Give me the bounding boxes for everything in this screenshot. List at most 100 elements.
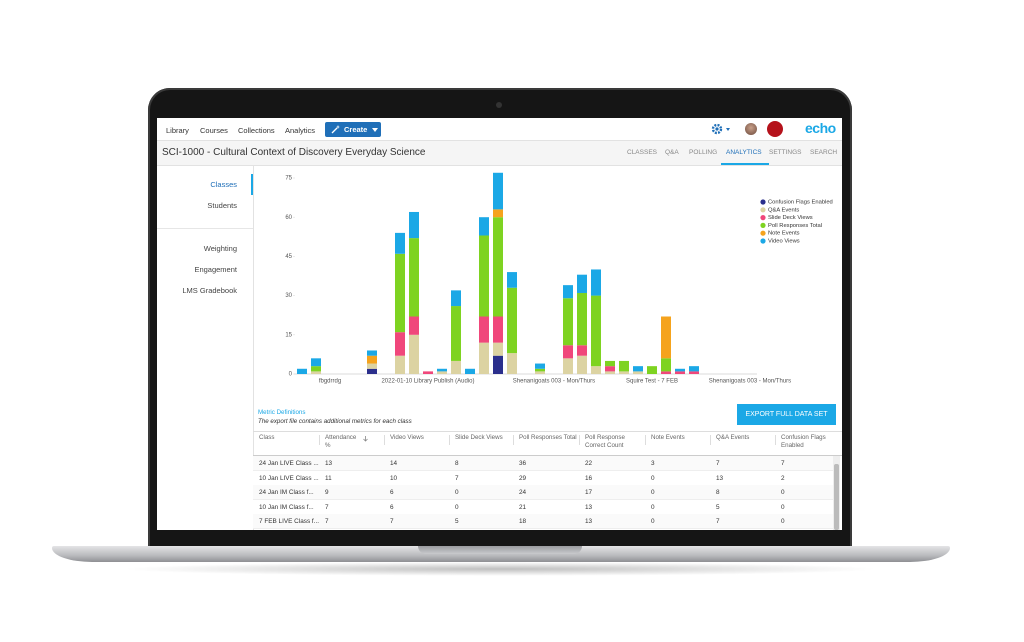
sidebar-active-bar (251, 174, 253, 195)
table-cell: 0 (651, 489, 655, 496)
caret (372, 128, 378, 132)
table-cell: 7 FEB LIVE Class f... (259, 518, 320, 525)
table-cell: 14 (390, 460, 398, 467)
column-header[interactable]: Poll Response Correct Count (585, 434, 625, 449)
column-header[interactable]: Slide Deck Views (455, 434, 503, 441)
column-divider (645, 435, 646, 445)
create-button[interactable]: Create (325, 122, 381, 137)
table-cell: 16 (585, 474, 593, 482)
table-cell: 21 (519, 503, 527, 511)
table-cell: 0 (781, 503, 785, 511)
nav-link[interactable]: Analytics (285, 126, 316, 135)
column-divider (319, 435, 320, 445)
tab[interactable]: POLLING (689, 149, 718, 156)
column-divider (384, 435, 385, 445)
active-tab-underline (721, 163, 769, 165)
laptop-base (52, 546, 950, 562)
settings-icon[interactable] (711, 123, 733, 135)
table-row[interactable] (253, 514, 833, 529)
avatar[interactable] (745, 123, 757, 135)
tab[interactable]: CLASSES (627, 149, 657, 156)
nav-bar: Create echo Library Courses Collections Ana… (157, 118, 842, 141)
table-cell: 13 (585, 503, 593, 511)
sidebar-item[interactable]: Engagement (194, 265, 237, 274)
table-cell: 29 (519, 474, 527, 482)
column-header[interactable]: Class (259, 434, 275, 441)
column-divider (579, 435, 580, 445)
table-cell: 7 (455, 474, 459, 482)
table-cell: 0 (651, 518, 655, 525)
table-cell: 5 (455, 518, 459, 525)
column-header[interactable]: Poll Responses Total (519, 434, 577, 441)
table-cell: 3 (651, 460, 655, 467)
tab[interactable]: ANALYTICS (726, 149, 762, 156)
table-cell: 9 (325, 489, 329, 496)
table-cell: 11 (325, 474, 332, 482)
nav-link[interactable]: Courses (200, 126, 228, 135)
column-header[interactable]: Q&A Events (716, 434, 750, 441)
table-cell: 10 Jan IM Class f... (259, 503, 314, 511)
table-cell: 2 (781, 474, 785, 482)
table-cell: 24 Jan IM Class f... (259, 489, 314, 496)
sidebar-item[interactable]: Classes (210, 180, 237, 189)
table-cell: 6 (390, 489, 394, 496)
column-header[interactable]: Note Events (651, 434, 685, 441)
column-divider (449, 435, 450, 445)
laptop-notch (418, 546, 582, 554)
table-top-border (253, 431, 842, 432)
table-row[interactable] (253, 485, 833, 500)
table-cell: 0 (781, 489, 785, 496)
column-header[interactable]: Attendance % (325, 434, 357, 449)
table-cell: 17 (585, 489, 593, 496)
tab[interactable]: SEARCH (810, 149, 838, 156)
column-divider (710, 435, 711, 445)
export-button[interactable]: EXPORT FULL DATA SET (737, 404, 836, 425)
table-cell: 7 (781, 460, 785, 467)
nav-link[interactable]: Library (166, 126, 189, 135)
table-cell: 0 (651, 474, 655, 482)
sort-arrow[interactable] (363, 436, 368, 442)
nav-link[interactable]: Collections (238, 126, 275, 135)
sidebar-item[interactable]: Weighting (203, 244, 237, 253)
institution-logo (767, 121, 783, 137)
table-cell: 36 (519, 460, 527, 467)
table-row[interactable] (253, 456, 833, 471)
scrollbar-thumb[interactable] (834, 464, 839, 530)
table-cell: 24 Jan LIVE Class ... (259, 460, 319, 467)
sidebar-item[interactable]: Students (207, 201, 237, 210)
table-cell: 8 (455, 460, 459, 467)
create-label: Create (344, 125, 368, 134)
table-row[interactable] (253, 470, 833, 486)
sidebar-divider (157, 228, 253, 229)
camera (496, 102, 502, 108)
table-cell: 10 (390, 474, 398, 482)
tab[interactable]: Q&A (665, 149, 679, 156)
export-note: The export file contains additional metr… (258, 418, 412, 425)
table-cell: 13 (716, 474, 724, 482)
table-header-border (253, 455, 842, 456)
laptop-shadow (120, 562, 880, 576)
table-cell: 22 (585, 460, 593, 467)
sidebar: Classes Students Weighting Engagement LMS Gr… (157, 166, 254, 530)
logo: echo (805, 120, 836, 136)
tab[interactable]: SETTINGS (769, 149, 802, 156)
course-header: SCI-1000 - Cultural Context of Discovery… (157, 141, 842, 166)
course-title: SCI-1000 - Cultural Context of Discovery… (162, 147, 426, 158)
table-cell: 13 (325, 460, 333, 467)
column-divider (513, 435, 514, 445)
table-cell: 7 (716, 460, 720, 467)
table-cell: 7 (325, 503, 329, 511)
table-cell: 6 (390, 503, 394, 511)
sidebar-item[interactable]: LMS Gradebook (182, 286, 237, 295)
table-cell: 0 (455, 503, 459, 511)
column-header[interactable]: Confusion Flags Enabled (781, 434, 826, 449)
table-row[interactable] (253, 499, 833, 515)
table-cell: 7 (390, 518, 394, 525)
table-cell: 5 (716, 503, 720, 511)
table-cell: 0 (781, 518, 785, 525)
metrics-link[interactable]: Metric Definitions (258, 409, 306, 416)
screen: Create echo Library Courses Collections Ana… (157, 118, 842, 530)
column-divider (775, 435, 776, 445)
column-header[interactable]: Video Views (390, 434, 424, 441)
